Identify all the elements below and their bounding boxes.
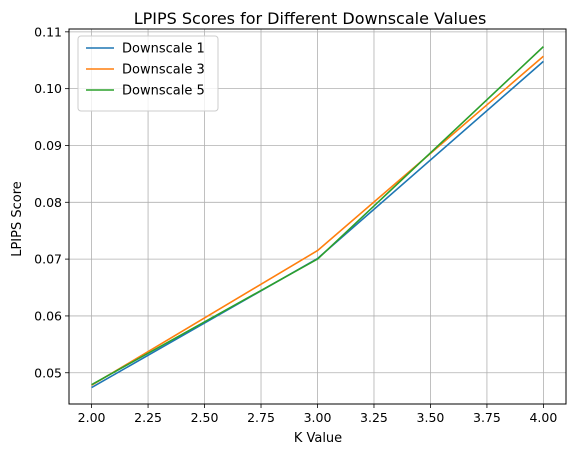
- series-lines: [91, 46, 544, 389]
- chart-title: LPIPS Scores for Different Downscale Val…: [134, 9, 487, 28]
- y-tick-label: 0.10: [34, 81, 62, 96]
- x-tick-label: 2.00: [78, 410, 106, 425]
- legend-label: Downscale 3: [122, 63, 205, 78]
- y-tick-label: 0.09: [34, 138, 62, 153]
- x-tick-label: 3.25: [360, 410, 388, 425]
- y-tick-label: 0.08: [34, 195, 62, 210]
- x-tick-label: 2.25: [134, 410, 162, 425]
- x-tick-label: 2.75: [247, 410, 275, 425]
- x-tick-label: 3.50: [417, 410, 445, 425]
- legend: Downscale 1 Downscale 3 Downscale 5: [77, 35, 219, 112]
- x-tick-label: 4.00: [529, 410, 557, 425]
- y-tick-label: 0.11: [34, 24, 62, 39]
- x-tick-label: 3.00: [304, 410, 332, 425]
- y-tick-label: 0.05: [34, 365, 62, 380]
- x-tick-label: 2.50: [191, 410, 219, 425]
- legend-label: Downscale 5: [122, 84, 205, 99]
- x-axis-ticks: 2.00 2.25 2.50 2.75 3.00 3.25 3.50 3.75 4.00: [78, 404, 557, 425]
- y-tick-label: 0.07: [34, 252, 62, 267]
- x-axis-title: K Value: [294, 431, 342, 446]
- y-axis-title: LPIPS Score: [10, 181, 25, 257]
- y-tick-label: 0.06: [34, 308, 62, 323]
- legend-box: [77, 35, 219, 112]
- y-axis-ticks: 0.05 0.06 0.07 0.08 0.09 0.10 0.11: [34, 24, 69, 380]
- x-tick-label: 3.75: [473, 410, 501, 425]
- series-line-2: [91, 55, 544, 386]
- series-line-3: [91, 46, 544, 386]
- legend-label: Downscale 1: [122, 42, 205, 57]
